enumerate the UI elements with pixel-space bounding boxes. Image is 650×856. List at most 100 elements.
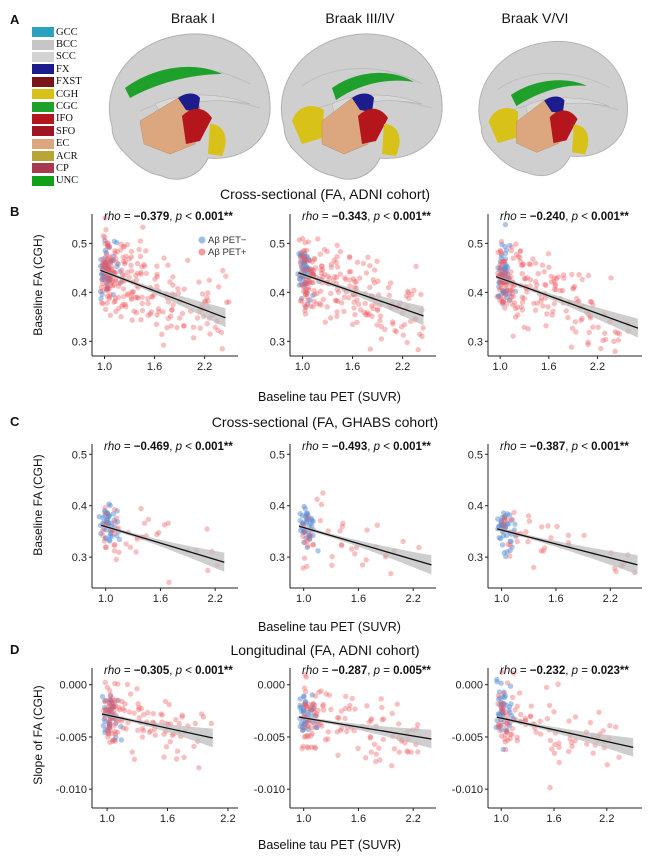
point-abeta-pos [314, 290, 320, 297]
x-tick-label: 1.6 [160, 813, 175, 825]
point-abeta-pos [159, 712, 165, 718]
point-abeta-pos [115, 283, 122, 289]
point-abeta-pos [363, 312, 369, 318]
point-abeta-pos [181, 754, 187, 760]
point-abeta-pos [113, 308, 119, 315]
point-abeta-pos [112, 680, 118, 687]
point-abeta-pos [532, 278, 539, 285]
point-abeta-pos [304, 706, 311, 712]
rho-annotation: rho = −0.240, p < 0.001** [500, 211, 629, 223]
point-abeta-pos [508, 294, 515, 300]
point-abeta-pos [543, 323, 549, 329]
point-abeta-pos [586, 329, 592, 336]
point-abeta-pos [337, 271, 343, 277]
point-abeta-pos [569, 271, 575, 278]
y-tick-label: 0.4 [468, 287, 483, 299]
point-abeta-pos [512, 707, 518, 713]
point-abeta-pos [166, 579, 172, 585]
point-abeta-pos [319, 263, 325, 269]
point-abeta-pos [502, 709, 508, 716]
point-abeta-pos [320, 707, 327, 713]
point-abeta-pos [348, 546, 355, 552]
section-title-b: Cross-sectional (FA, ADNI cohort) [219, 186, 431, 202]
point-abeta-pos [152, 276, 158, 282]
point-abeta-pos [413, 263, 419, 269]
point-abeta-pos [190, 324, 197, 330]
point-abeta-pos [219, 346, 225, 352]
point-abeta-pos [363, 755, 369, 761]
point-abeta-pos [163, 744, 170, 750]
point-abeta-pos [372, 267, 378, 273]
scatter-b-1: 1.0 1.6 2.2 0.3 0.4 0.5 rho = −0.379, p < 0.00… [72, 211, 247, 373]
point-abeta-pos [318, 267, 324, 273]
point-abeta-pos [533, 729, 539, 735]
point-abeta-pos [508, 274, 514, 280]
point-abeta-pos [501, 690, 507, 696]
point-abeta-pos [305, 534, 311, 541]
trend-line [100, 524, 225, 563]
point-abeta-pos [131, 710, 137, 716]
point-abeta-pos [333, 274, 340, 280]
point-abeta-pos [131, 308, 137, 314]
point-abeta-pos [400, 538, 406, 545]
point-abeta-pos [139, 300, 145, 307]
point-abeta-pos [108, 282, 114, 288]
point-abeta-pos [309, 279, 315, 286]
point-abeta-pos [104, 300, 110, 306]
point-abeta-pos [337, 248, 344, 255]
point-abeta-pos [352, 706, 358, 712]
point-abeta-pos [570, 285, 577, 291]
point-abeta-pos [152, 732, 158, 738]
point-abeta-neg [504, 294, 510, 301]
point-abeta-pos [511, 300, 518, 306]
point-abeta-pos [304, 280, 310, 286]
point-abeta-pos [544, 715, 551, 722]
tract-legend-label: SFO [56, 125, 76, 137]
tract-legend-label: CGH [56, 88, 79, 100]
point-abeta-pos [585, 341, 591, 348]
point-abeta-pos [302, 239, 308, 246]
y-tick-label: -0.010 [254, 784, 285, 796]
point-abeta-pos [378, 323, 384, 330]
point-abeta-pos [404, 339, 410, 346]
point-abeta-pos [377, 313, 384, 319]
point-abeta-pos [417, 331, 423, 337]
rho-annotation: rho = −0.343, p < 0.001** [302, 211, 431, 223]
point-abeta-pos [305, 298, 311, 304]
y-tick-label: 0.4 [270, 501, 285, 513]
point-abeta-pos [310, 542, 316, 548]
point-abeta-pos [312, 724, 318, 730]
point-abeta-pos [196, 279, 202, 285]
point-abeta-pos [302, 254, 308, 260]
point-abeta-neg [117, 280, 124, 286]
point-abeta-neg [306, 522, 313, 529]
point-abeta-pos [100, 280, 106, 287]
point-abeta-pos [304, 247, 310, 254]
point-abeta-pos [522, 276, 528, 282]
point-abeta-pos [368, 303, 375, 309]
point-abeta-pos [403, 293, 410, 299]
point-abeta-pos [135, 727, 141, 733]
point-abeta-pos [303, 289, 309, 295]
x-tick-label: 2.2 [208, 593, 223, 605]
point-abeta-pos [334, 714, 341, 721]
point-abeta-pos [566, 718, 572, 724]
point-abeta-pos [415, 347, 421, 353]
legend-marker [198, 248, 206, 256]
point-abeta-pos [102, 504, 108, 511]
confidence-band [496, 275, 638, 338]
tract-legend-item: CP [32, 162, 82, 174]
point-abeta-pos [367, 735, 373, 741]
point-abeta-pos [168, 313, 174, 319]
point-abeta-neg [501, 694, 508, 701]
point-abeta-pos [613, 568, 619, 575]
y-tick-label: -0.010 [56, 784, 87, 796]
tract-legend-item: UNC [32, 175, 82, 187]
point-abeta-pos [128, 262, 134, 268]
point-abeta-pos [109, 264, 115, 270]
point-abeta-pos [526, 518, 533, 524]
legend-label: Aβ PET− [208, 235, 247, 246]
point-abeta-pos [312, 265, 319, 271]
point-abeta-pos [204, 295, 210, 301]
point-abeta-pos [308, 707, 314, 713]
